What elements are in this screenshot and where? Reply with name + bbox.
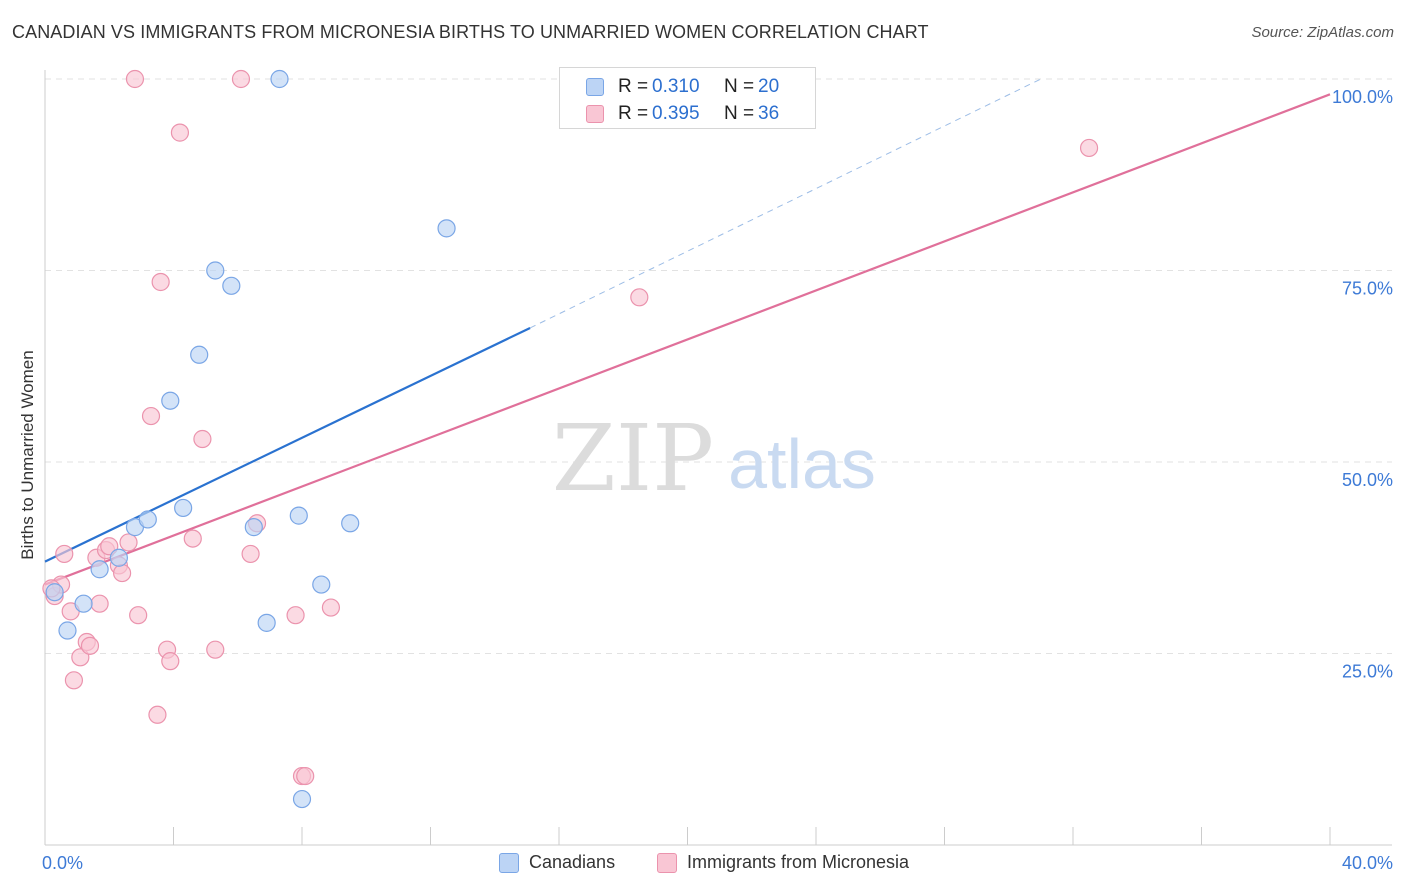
legend-r-value: 0.395 (652, 103, 700, 124)
trend-line-micronesia (44, 93, 1331, 586)
tick-labels: 25.0% 50.0% 75.0% 100.0% 0.0% 40.0% (42, 87, 1393, 873)
legend-n-label: N = (724, 103, 755, 124)
chart-title: CANADIAN VS IMMIGRANTS FROM MICRONESIA B… (12, 22, 929, 42)
legend-swatch-canadians (586, 78, 604, 96)
point-micronesia (170, 123, 190, 142)
point-canadians (90, 560, 109, 579)
legend-r-label: R = (618, 76, 649, 97)
point-micronesia (1079, 138, 1099, 158)
point-canadians (138, 510, 157, 529)
point-micronesia (161, 652, 180, 671)
point-micronesia (112, 563, 132, 583)
legend-item-canadians: Canadians (499, 852, 615, 873)
legend-label-canadians: Canadians (529, 852, 616, 872)
point-micronesia (119, 533, 138, 552)
axes (44, 70, 1392, 846)
point-canadians (206, 261, 225, 280)
point-canadians (289, 506, 308, 525)
point-micronesia (296, 766, 315, 786)
legend-n-value: 36 (758, 103, 780, 124)
legend-row-canadians: R = 0.310 N = 20 (586, 74, 779, 100)
legend-swatch-canadians (499, 852, 519, 873)
point-micronesia (64, 671, 84, 690)
legend-label-micronesia: Immigrants from Micronesia (687, 852, 910, 872)
trend-line-canadians (44, 326, 531, 563)
legend-row-micronesia: R = 0.395 N = 36 (586, 101, 779, 127)
point-canadians (222, 276, 241, 295)
point-canadians (270, 69, 289, 89)
point-micronesia (141, 406, 161, 426)
point-canadians (109, 548, 128, 567)
point-micronesia (125, 69, 145, 89)
point-canadians (74, 594, 93, 613)
point-micronesia (231, 69, 251, 89)
legend-n-label: N = (724, 76, 755, 97)
point-micronesia (148, 705, 167, 724)
stats-legend: R = 0.310 N = 20 R = 0.395 N = 36 (559, 67, 816, 129)
point-canadians (161, 391, 180, 410)
point-canadians (257, 613, 276, 632)
y-tick-label: 50.0% (1342, 470, 1393, 490)
point-canadians (45, 583, 64, 602)
legend-swatch-micronesia (586, 105, 604, 123)
legend-swatch-micronesia (657, 852, 677, 873)
watermark-atlas: atlas (728, 425, 876, 503)
point-canadians (190, 345, 209, 364)
source-label: Source: ZipAtlas.com (1251, 24, 1394, 41)
x-tick-label: 40.0% (1342, 853, 1393, 873)
point-canadians (312, 575, 331, 594)
point-micronesia (206, 640, 225, 659)
point-canadians (341, 514, 360, 533)
point-micronesia (241, 544, 260, 564)
trend-lines (44, 78, 1331, 586)
gridlines (45, 78, 1392, 654)
point-micronesia (286, 606, 305, 625)
legend-n-value: 20 (758, 76, 780, 97)
point-micronesia (321, 598, 341, 617)
point-canadians (58, 621, 77, 640)
y-tick-label: 100.0% (1332, 87, 1393, 107)
point-micronesia (151, 272, 170, 292)
x-tick-label: 0.0% (42, 853, 83, 873)
trend-line-canadians-extension (529, 78, 1042, 329)
point-micronesia (129, 606, 148, 625)
point-canadians (292, 789, 312, 809)
series-legend: Canadians Immigrants from Micronesia (0, 852, 1406, 876)
data-points (42, 69, 1099, 809)
legend-r-value: 0.310 (652, 76, 700, 97)
y-tick-label: 25.0% (1342, 662, 1393, 682)
watermark-zip: ZIP (552, 405, 714, 512)
point-micronesia (80, 636, 100, 655)
point-canadians (437, 219, 456, 238)
point-canadians (174, 498, 193, 518)
point-micronesia (183, 529, 202, 548)
point-micronesia (630, 288, 649, 307)
watermark: ZIP atlas (552, 405, 876, 512)
point-micronesia (193, 429, 212, 449)
legend-r-label: R = (618, 103, 649, 124)
y-axis-label: Births to Unmarried Women (18, 350, 37, 560)
point-canadians (244, 518, 263, 537)
point-micronesia (55, 544, 74, 564)
legend-item-micronesia: Immigrants from Micronesia (657, 852, 909, 873)
y-tick-label: 75.0% (1342, 279, 1393, 299)
point-micronesia (90, 594, 109, 613)
